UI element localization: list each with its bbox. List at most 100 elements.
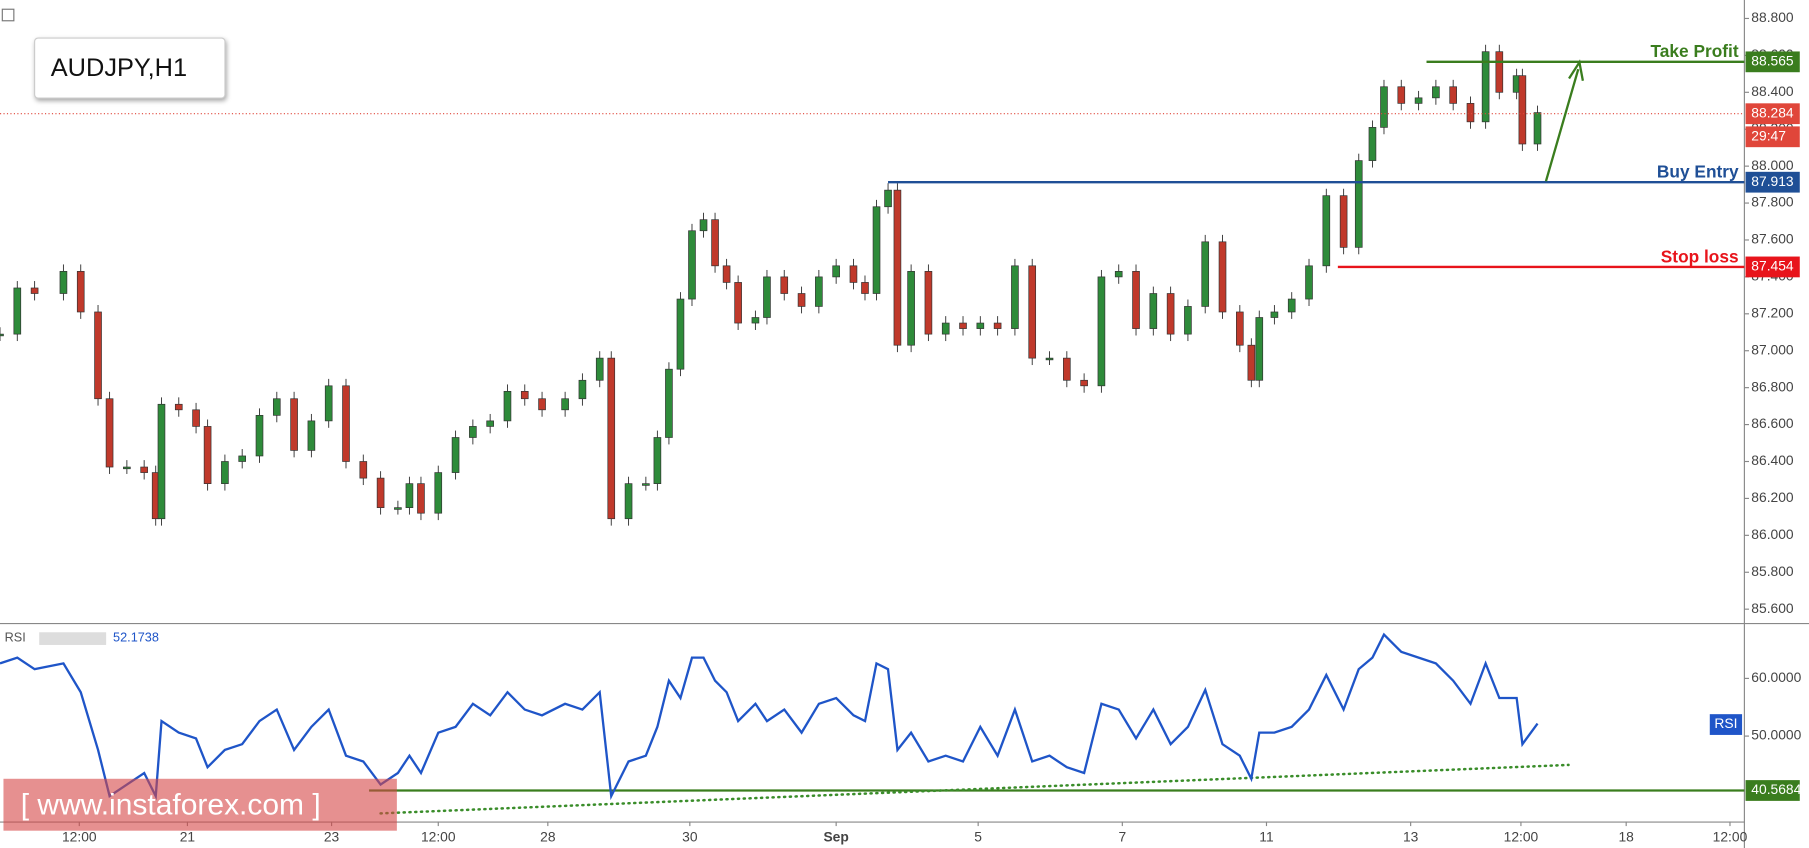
candle	[238, 455, 247, 462]
candle	[0, 333, 4, 337]
target-arrow	[1544, 68, 1580, 182]
candle	[1028, 265, 1037, 359]
level-name: Stop loss	[1661, 246, 1739, 266]
y-tick-label: 86.000	[1751, 526, 1794, 542]
candle	[893, 189, 902, 346]
candle	[1080, 379, 1088, 387]
level-price-box	[1745, 51, 1800, 73]
y-tick-label: 50.0000	[1751, 727, 1801, 743]
candle	[520, 391, 529, 400]
x-tick-label: 21	[180, 828, 196, 844]
collapse-icon[interactable]	[1, 8, 15, 22]
candle	[405, 483, 414, 508]
rsi-value: 52.1738	[113, 630, 159, 644]
candle	[1322, 195, 1331, 267]
candle	[711, 219, 719, 267]
level-price-box	[1745, 171, 1800, 193]
rsi-level-value-box	[1745, 780, 1800, 801]
y-tick-label: 86.800	[1751, 378, 1794, 394]
y-tick-label: 87.200	[1751, 304, 1794, 320]
rsi-line	[0, 632, 1539, 801]
candle	[469, 426, 477, 438]
y-tick-label: 88.400	[1751, 83, 1794, 99]
y-tick-label: 87.800	[1751, 194, 1794, 210]
candle	[1114, 271, 1123, 278]
candle	[434, 472, 443, 514]
candle	[1218, 241, 1227, 313]
candle	[76, 271, 85, 313]
level-price: 87.454	[1751, 258, 1794, 274]
candle	[417, 483, 425, 514]
level-name: Take Profit	[1651, 41, 1739, 61]
candle	[174, 403, 183, 411]
indicator-controls[interactable]	[39, 632, 107, 645]
y-tick-label: 86.400	[1751, 452, 1794, 468]
candle	[221, 461, 229, 484]
candle	[359, 461, 368, 479]
candle	[1011, 265, 1019, 329]
rsi-badge	[1709, 714, 1743, 735]
candle	[1305, 265, 1313, 300]
candle	[676, 298, 685, 370]
x-tick-label: 28	[540, 828, 556, 844]
candle	[1518, 75, 1527, 145]
candle	[1414, 97, 1423, 104]
candle	[797, 293, 806, 307]
candle	[192, 409, 200, 427]
candle	[307, 420, 316, 451]
candle	[832, 265, 840, 278]
level-price-box	[1745, 256, 1800, 278]
candle	[94, 311, 102, 400]
candle	[1287, 298, 1296, 313]
bar-countdown-box	[1745, 126, 1800, 148]
x-tick-label: 11	[1259, 828, 1274, 844]
watermark-box	[3, 778, 397, 831]
candle	[1380, 86, 1388, 128]
candle	[653, 437, 662, 484]
candle	[203, 426, 212, 484]
y-tick-label: 88.000	[1751, 157, 1794, 173]
candle	[924, 271, 933, 335]
candle	[993, 322, 1002, 329]
y-tick-label: 87.600	[1751, 231, 1794, 247]
y-tick-label: 87.000	[1751, 341, 1794, 357]
level-price: 88.565	[1751, 52, 1794, 68]
candle	[849, 265, 858, 283]
plot-area: 12:00 21 23 12:00 28 30 Sep 5 7 11 13 12:00 18 12:00 8…	[0, 9, 1802, 844]
candle	[13, 287, 22, 335]
candle	[1132, 271, 1140, 329]
y-tick-label: 88.800	[1751, 9, 1794, 25]
candle	[1255, 317, 1264, 381]
candle	[451, 437, 460, 473]
candle	[1432, 86, 1440, 99]
candle	[959, 322, 967, 329]
rsi-level-value: 40.5684	[1751, 781, 1801, 797]
x-tick-label: 7	[1118, 828, 1126, 844]
x-tick-label: 23	[324, 828, 340, 844]
last-price-box	[1745, 103, 1800, 125]
y-tick-label: 86.200	[1751, 489, 1794, 505]
y-tick-label: 60.0000	[1751, 669, 1801, 685]
candle	[751, 317, 760, 324]
candle	[1149, 293, 1158, 329]
x-tick-label: 12:00	[1504, 828, 1539, 844]
candle	[1397, 86, 1406, 104]
candle	[976, 322, 985, 329]
candle	[1045, 357, 1054, 361]
candle	[1236, 311, 1244, 346]
candle	[561, 398, 569, 411]
candle	[157, 403, 166, 520]
symbol-title: AUDJPY,H1	[51, 54, 187, 82]
candle	[1270, 311, 1279, 318]
candle	[884, 189, 892, 208]
candle	[1339, 195, 1348, 248]
x-tick-label: 12:00	[421, 828, 456, 844]
candle	[1354, 160, 1363, 248]
y-tick-label: 85.800	[1751, 563, 1794, 579]
x-tick-label: 30	[682, 828, 698, 844]
candle	[763, 276, 771, 318]
candle	[607, 357, 616, 520]
rsi-legend[interactable]: RSI	[5, 630, 26, 644]
candle	[140, 466, 148, 473]
